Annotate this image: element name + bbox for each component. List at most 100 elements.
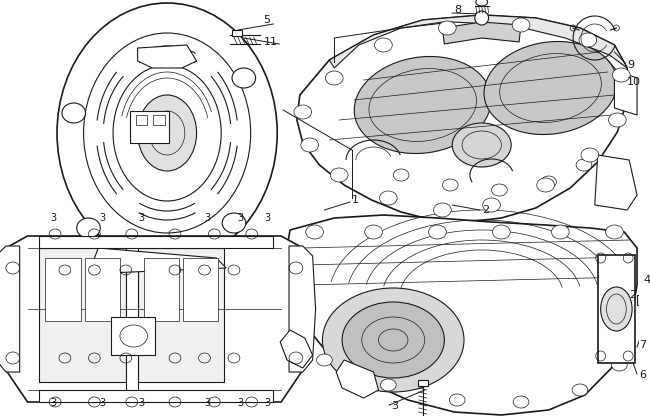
Text: 7: 7 xyxy=(639,340,646,350)
Ellipse shape xyxy=(322,288,464,392)
Bar xyxy=(144,258,179,321)
Polygon shape xyxy=(297,15,627,222)
Polygon shape xyxy=(614,70,637,115)
Text: 3: 3 xyxy=(265,213,270,223)
Text: 3: 3 xyxy=(138,213,145,223)
Polygon shape xyxy=(330,15,627,68)
Ellipse shape xyxy=(608,113,626,127)
Polygon shape xyxy=(443,22,521,44)
Ellipse shape xyxy=(541,176,556,188)
Text: 2: 2 xyxy=(629,290,636,300)
Ellipse shape xyxy=(301,138,318,152)
Bar xyxy=(39,236,273,248)
Text: 3: 3 xyxy=(391,401,398,411)
Bar xyxy=(84,258,120,321)
Bar xyxy=(130,111,169,143)
Text: 11: 11 xyxy=(263,37,278,47)
Text: 3: 3 xyxy=(99,213,105,223)
Ellipse shape xyxy=(317,354,332,366)
Ellipse shape xyxy=(483,198,500,212)
Bar xyxy=(39,390,273,402)
Polygon shape xyxy=(94,248,226,273)
Ellipse shape xyxy=(326,71,343,85)
Polygon shape xyxy=(138,45,196,68)
Bar xyxy=(111,317,155,355)
Bar xyxy=(153,115,165,125)
Ellipse shape xyxy=(513,396,529,408)
Polygon shape xyxy=(280,330,313,368)
Ellipse shape xyxy=(380,191,397,205)
Bar xyxy=(46,258,81,321)
Ellipse shape xyxy=(551,225,569,239)
Ellipse shape xyxy=(232,68,255,88)
Ellipse shape xyxy=(579,33,597,47)
Text: 3: 3 xyxy=(50,398,57,408)
Bar xyxy=(136,115,148,125)
Polygon shape xyxy=(289,246,315,372)
Ellipse shape xyxy=(606,225,623,239)
Ellipse shape xyxy=(365,225,382,239)
Ellipse shape xyxy=(62,103,86,123)
Text: 10: 10 xyxy=(627,77,641,87)
Text: 9: 9 xyxy=(627,60,634,70)
Ellipse shape xyxy=(612,68,630,82)
Polygon shape xyxy=(6,236,303,402)
Ellipse shape xyxy=(493,225,510,239)
Ellipse shape xyxy=(449,394,465,406)
Text: 5: 5 xyxy=(263,15,270,25)
Ellipse shape xyxy=(434,203,451,217)
Ellipse shape xyxy=(476,0,488,6)
Bar xyxy=(637,295,650,305)
Ellipse shape xyxy=(57,3,278,263)
Ellipse shape xyxy=(484,41,617,135)
Ellipse shape xyxy=(374,38,392,52)
Ellipse shape xyxy=(428,225,447,239)
Ellipse shape xyxy=(77,218,100,238)
Ellipse shape xyxy=(581,148,599,162)
Ellipse shape xyxy=(512,18,530,32)
Ellipse shape xyxy=(222,213,246,233)
Ellipse shape xyxy=(393,169,409,181)
Bar xyxy=(183,258,218,321)
Bar xyxy=(232,30,242,36)
Text: 3: 3 xyxy=(50,213,57,223)
Text: 3: 3 xyxy=(237,398,243,408)
Ellipse shape xyxy=(612,359,627,371)
Bar xyxy=(39,248,126,382)
Text: 2: 2 xyxy=(482,205,489,215)
Text: 3: 3 xyxy=(138,398,145,408)
Ellipse shape xyxy=(475,11,489,25)
Ellipse shape xyxy=(342,302,445,378)
Ellipse shape xyxy=(491,184,507,196)
Ellipse shape xyxy=(572,384,588,396)
Polygon shape xyxy=(336,360,378,398)
Text: 3: 3 xyxy=(265,398,270,408)
Polygon shape xyxy=(0,246,20,372)
Ellipse shape xyxy=(294,105,311,119)
Polygon shape xyxy=(595,155,637,210)
Bar xyxy=(126,236,138,398)
Text: 1: 1 xyxy=(352,195,359,205)
Text: 4: 4 xyxy=(644,275,650,285)
Ellipse shape xyxy=(443,179,458,191)
Ellipse shape xyxy=(452,123,511,167)
Bar xyxy=(418,380,428,386)
Ellipse shape xyxy=(330,168,348,182)
Ellipse shape xyxy=(537,178,554,192)
Text: 8: 8 xyxy=(454,5,462,15)
Bar xyxy=(598,255,635,363)
Ellipse shape xyxy=(601,287,632,331)
Ellipse shape xyxy=(576,159,592,171)
Text: 3: 3 xyxy=(205,213,211,223)
Polygon shape xyxy=(285,215,637,415)
Ellipse shape xyxy=(354,56,491,153)
Text: 3: 3 xyxy=(205,398,211,408)
Text: 6: 6 xyxy=(639,370,646,380)
Ellipse shape xyxy=(380,379,396,391)
Ellipse shape xyxy=(138,95,196,171)
Text: 3: 3 xyxy=(99,398,105,408)
Text: 3: 3 xyxy=(237,213,243,223)
Ellipse shape xyxy=(439,21,456,35)
Ellipse shape xyxy=(306,225,324,239)
Bar xyxy=(138,248,224,382)
